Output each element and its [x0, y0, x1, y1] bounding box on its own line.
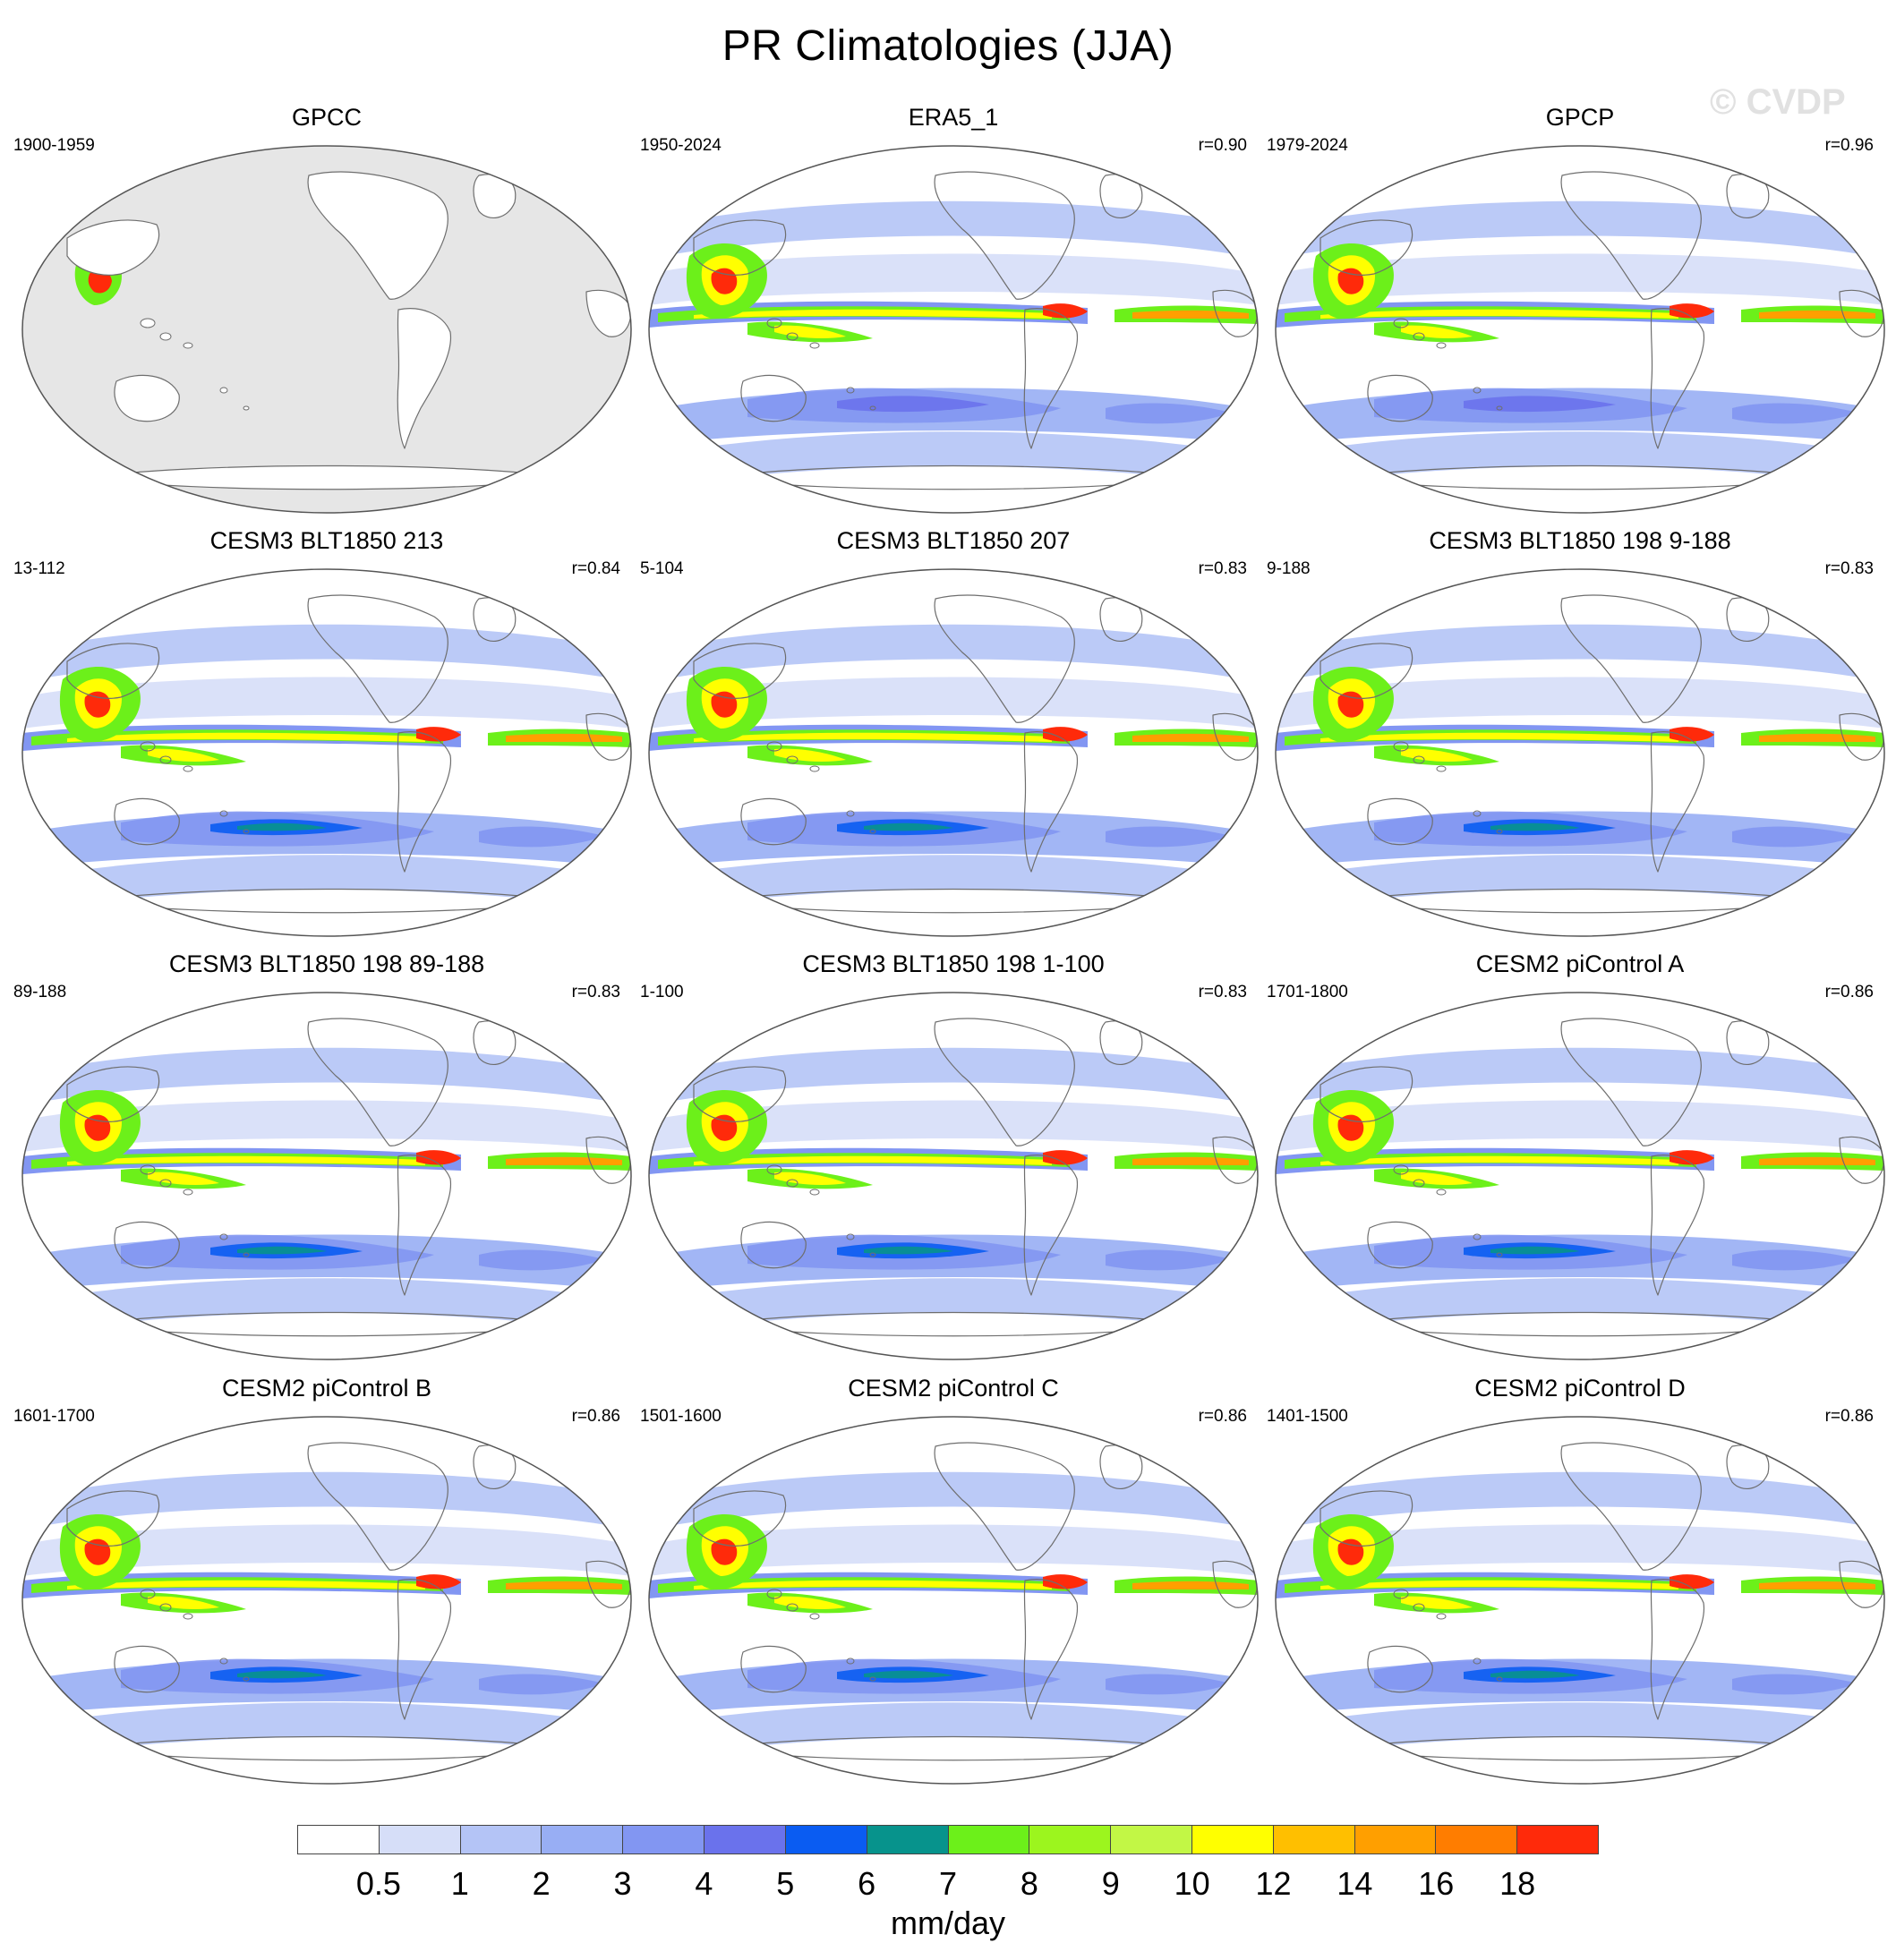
map-panel: ERA5_1 1950-2024 r=0.90: [640, 104, 1267, 517]
panel-years: 13-112: [13, 559, 65, 578]
panel-title: CESM2 piControl B: [221, 1375, 432, 1402]
panel-title: GPCC: [291, 104, 362, 131]
colorbar-tick-label: 7: [938, 1865, 958, 1902]
figure-title: PR Climatologies (JJA): [722, 22, 1174, 70]
colorbar-tick-label: 9: [1101, 1865, 1120, 1902]
colorbar-tick-label: 4: [695, 1865, 713, 1902]
colorbar-tick-label: 5: [776, 1865, 795, 1902]
colorbar-swatch: [1029, 1826, 1112, 1853]
robinson-map: [21, 145, 632, 514]
panel-years: 1601-1700: [13, 1407, 95, 1426]
map-panel: CESM3 BLT1850 198 1-100 1-100 r=0.83: [640, 950, 1267, 1364]
robinson-map: [648, 568, 1259, 937]
panel-correlation: r=0.84: [571, 559, 620, 578]
robinson-map: [648, 992, 1259, 1360]
panel-correlation: r=0.83: [1198, 983, 1247, 1001]
panel-correlation: r=0.83: [1824, 559, 1874, 578]
colorbar-swatch: [1111, 1826, 1192, 1853]
panel-correlation: r=0.83: [571, 983, 620, 1001]
colorbar-tick-label: 3: [613, 1865, 632, 1902]
colorbar-tick-label: 12: [1255, 1865, 1292, 1902]
panel-correlation: r=0.83: [1198, 559, 1247, 578]
panel-years: 9-188: [1267, 559, 1311, 578]
colorbar-swatch: [379, 1826, 461, 1853]
colorbar-swatch: [785, 1826, 867, 1853]
robinson-map: [648, 1416, 1259, 1785]
robinson-map: [1275, 145, 1885, 514]
robinson-map: [1275, 568, 1885, 937]
panel-title: CESM2 piControl C: [848, 1375, 1059, 1402]
map-panel: GPCC 1900-1959: [13, 104, 640, 517]
colorbar-tick-label: 0.5: [355, 1865, 401, 1902]
panel-title: CESM2 piControl A: [1475, 950, 1685, 977]
panel-title: CESM3 BLT1850 198 1-100: [802, 950, 1105, 977]
robinson-map: [21, 992, 632, 1360]
colorbar-swatch: [298, 1826, 380, 1853]
panel-correlation: r=0.86: [1824, 1407, 1874, 1426]
panel-years: 1-100: [640, 983, 684, 1001]
panel-years: 5-104: [640, 559, 684, 578]
map-panel: CESM3 BLT1850 198 89-188 89-188 r=0.83: [13, 950, 640, 1364]
map-panel: CESM2 piControl C 1501-1600 r=0.86: [640, 1375, 1267, 1788]
colorbar-tick-label: 8: [1020, 1865, 1038, 1902]
robinson-map: [1275, 992, 1885, 1360]
colorbar: [297, 1825, 1599, 1854]
map-panel: CESM3 BLT1850 198 9-188 9-188 r=0.83: [1267, 527, 1893, 941]
colorbar-swatch: [1354, 1826, 1437, 1853]
colorbar-swatch: [867, 1826, 949, 1853]
panel-years: 1900-1959: [13, 136, 95, 155]
colorbar-swatch: [1191, 1826, 1274, 1853]
panel-correlation: r=0.86: [571, 1407, 620, 1426]
robinson-map: [21, 568, 632, 937]
panel-years: 1401-1500: [1267, 1407, 1348, 1426]
colorbar-tick-label: 14: [1337, 1865, 1373, 1902]
map-panel: CESM3 BLT1850 207 5-104 r=0.83: [640, 527, 1267, 941]
colorbar-tick-label: 6: [858, 1865, 876, 1902]
panel-title: CESM3 BLT1850 198 9-188: [1429, 527, 1731, 554]
panel-title: ERA5_1: [908, 104, 999, 131]
panel-years: 1501-1600: [640, 1407, 722, 1426]
robinson-map: [21, 1416, 632, 1785]
panel-years: 89-188: [13, 983, 67, 1001]
panel-years: 1701-1800: [1267, 983, 1348, 1001]
panel-correlation: r=0.86: [1198, 1407, 1247, 1426]
colorbar-tick-label: 1: [450, 1865, 469, 1902]
colorbar-swatch: [1273, 1826, 1355, 1853]
colorbar-tick-label: 16: [1418, 1865, 1455, 1902]
colorbar-swatch: [1436, 1826, 1518, 1853]
panel-correlation: r=0.90: [1198, 136, 1247, 155]
map-panel: CESM2 piControl B 1601-1700 r=0.86: [13, 1375, 640, 1788]
colorbar-swatch: [1517, 1826, 1598, 1853]
colorbar-swatch: [542, 1826, 624, 1853]
robinson-map: [1275, 1416, 1885, 1785]
map-panel: GPCP 1979-2024 r=0.96: [1267, 104, 1893, 517]
colorbar-swatch: [948, 1826, 1030, 1853]
colorbar-tick-label: 18: [1499, 1865, 1536, 1902]
map-panel: CESM2 piControl A 1701-1800 r=0.86: [1267, 950, 1893, 1364]
panel-years: 1950-2024: [640, 136, 722, 155]
panel-years: 1979-2024: [1267, 136, 1348, 155]
panel-title: CESM2 piControl D: [1474, 1375, 1686, 1402]
colorbar-swatch: [705, 1826, 786, 1853]
panel-correlation: r=0.96: [1824, 136, 1874, 155]
colorbar-swatch: [623, 1826, 705, 1853]
map-panel: CESM3 BLT1850 213 13-112 r=0.84: [13, 527, 640, 941]
robinson-map: [648, 145, 1259, 514]
colorbar-tick-label: 2: [532, 1865, 551, 1902]
map-panel: CESM2 piControl D 1401-1500 r=0.86: [1267, 1375, 1893, 1788]
panel-title: CESM3 BLT1850 207: [836, 527, 1071, 554]
colorbar-units: mm/day: [890, 1905, 1006, 1941]
colorbar-swatch: [460, 1826, 542, 1853]
watermark: © CVDP: [1710, 82, 1846, 122]
panel-correlation: r=0.86: [1824, 983, 1874, 1001]
panel-title: GPCP: [1545, 104, 1615, 131]
panel-title: CESM3 BLT1850 213: [209, 527, 444, 554]
panel-title: CESM3 BLT1850 198 89-188: [168, 950, 485, 977]
colorbar-tick-label: 10: [1174, 1865, 1210, 1902]
